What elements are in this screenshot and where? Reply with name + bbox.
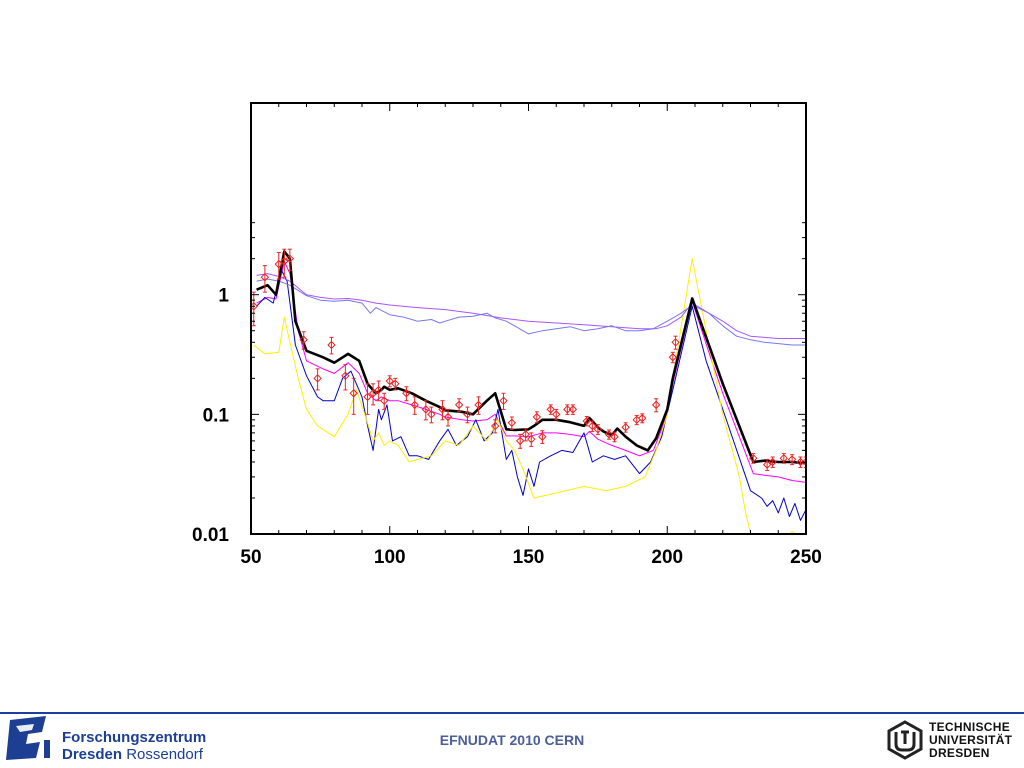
data-point <box>588 421 597 431</box>
tick-labels: 50 100 150 200 250 0.01 0.1 1 <box>192 286 822 568</box>
data-point <box>668 353 678 362</box>
data-point <box>443 412 453 422</box>
data-point <box>327 340 336 350</box>
data-point <box>507 418 517 427</box>
data-point <box>593 425 603 434</box>
data-point <box>285 254 295 263</box>
plot-frame <box>250 102 807 535</box>
data-point <box>787 455 797 464</box>
data-point <box>313 374 322 383</box>
data-point <box>368 389 378 398</box>
tud-line3: DRESDEN <box>929 746 990 760</box>
data-point <box>499 396 508 405</box>
tud-seal-icon <box>887 720 923 760</box>
data-point <box>762 460 772 469</box>
data-point <box>438 405 447 414</box>
series-line-3 <box>253 258 798 534</box>
series-line-1 <box>256 260 806 483</box>
data-point <box>454 400 464 410</box>
data-point <box>374 385 383 395</box>
data-point <box>582 416 591 426</box>
x-tick-label: 200 <box>651 547 683 568</box>
series-layer <box>253 250 806 534</box>
fzd-rossendorf: Rossendorf <box>122 746 203 763</box>
x-tick-label: 250 <box>790 547 822 568</box>
data-point <box>341 371 350 380</box>
data-point <box>299 335 308 344</box>
data-point <box>538 432 547 441</box>
data-point <box>260 273 270 282</box>
fzd-dresden: Dresden <box>62 746 123 763</box>
footer-divider <box>0 712 1024 714</box>
data-point <box>349 389 358 398</box>
data-point <box>410 400 419 410</box>
series-line-0 <box>256 250 806 465</box>
x-tick-label: 150 <box>513 547 545 568</box>
fzd-mark-icon <box>6 716 50 760</box>
data-point <box>280 257 289 266</box>
points-layer <box>251 248 806 471</box>
y-tick-label: 1 <box>218 286 229 307</box>
x-tick-label: 50 <box>240 547 261 568</box>
data-point <box>427 410 436 419</box>
fzd-name-line1: Forschungszentrum <box>62 729 207 746</box>
data-point <box>651 400 661 410</box>
series-line-4 <box>256 273 806 339</box>
series-line-5 <box>256 278 806 346</box>
data-point <box>749 453 758 463</box>
tud-line2: UNIVERSITÄT <box>929 733 1013 747</box>
data-point <box>515 436 525 446</box>
data-point <box>521 430 530 439</box>
data-point <box>385 376 394 386</box>
data-point <box>391 379 400 389</box>
data-point <box>527 434 536 444</box>
data-point <box>363 392 372 402</box>
data-point <box>779 453 789 463</box>
data-point <box>671 338 680 347</box>
data-point <box>610 432 619 441</box>
data-point <box>490 421 500 431</box>
data-point <box>796 457 805 467</box>
data-point <box>474 400 483 410</box>
data-point <box>402 389 411 398</box>
chart: 50 100 150 200 250 0.01 0.1 1 <box>192 102 822 568</box>
x-tick-label: 100 <box>374 547 406 568</box>
data-point <box>421 405 431 414</box>
data-point <box>604 430 614 439</box>
data-point <box>563 405 572 414</box>
y-tick-label: 0.1 <box>203 405 230 426</box>
footer-event-title: EFNUDAT 2010 CERN <box>439 732 585 748</box>
data-point <box>621 423 630 432</box>
tud-line1: TECHNISCHE <box>929 720 1011 734</box>
data-point <box>638 413 647 423</box>
data-point <box>768 457 777 467</box>
data-point <box>532 412 542 422</box>
fzd-name-line2: Dresden Rossendorf <box>62 746 203 763</box>
data-point <box>546 405 555 414</box>
data-point <box>274 259 283 269</box>
data-point <box>568 405 578 414</box>
y-tick-label: 0.01 <box>192 525 229 546</box>
data-point <box>463 410 472 419</box>
data-point <box>552 410 561 419</box>
data-point <box>801 457 806 467</box>
data-point <box>379 396 389 405</box>
